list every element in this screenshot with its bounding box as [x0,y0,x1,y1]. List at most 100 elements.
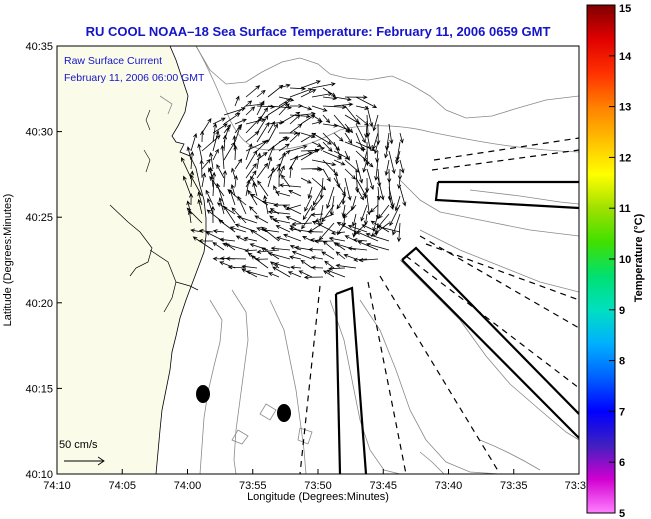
current-vector-arrow [355,159,364,184]
current-vector-arrow [311,195,324,212]
current-vector-arrow [233,144,238,161]
colorbar-tick-label: 15 [619,3,631,15]
current-vector-arrow [363,150,368,162]
current-vector-arrow [181,156,192,179]
current-vector-arrow [311,132,332,145]
current-vector-arrow [211,171,217,197]
current-vector-arrow [374,159,379,181]
colorbar-tick-label: 6 [619,457,625,469]
current-vector-arrow [291,250,313,260]
current-vector-arrow [344,168,356,180]
x-tick-label: 73:35 [500,480,528,492]
current-vector-arrow [241,264,258,269]
current-vector-arrow [212,229,225,234]
colorbar-tick-label: 11 [619,203,631,215]
current-vector-arrow [237,195,247,215]
current-vector-arrow [322,270,335,278]
current-vector-arrow [378,204,390,219]
current-vector-arrow [333,96,352,102]
current-vector-arrow [231,167,236,179]
current-vector-arrow [283,233,302,242]
current-vector-arrow [245,118,266,125]
colorbar-tick-label: 8 [619,356,625,368]
current-vector-arrow [236,215,258,224]
current-vector-arrow [218,219,236,233]
y-tick-label: 40:35 [25,41,53,53]
current-vector-arrow [397,177,402,190]
current-vector-arrow [222,169,228,188]
current-vector-arrow [278,143,290,152]
current-vector-arrow [361,224,379,233]
current-vector-arrow [347,224,368,233]
current-vector-arrow [212,122,218,143]
current-vector-arrow [343,253,357,260]
current-vector-arrow [256,162,269,179]
current-vector-arrow [355,96,378,109]
current-vector-arrow [311,167,324,172]
current-vector-arrow [322,87,337,97]
x-tick-label: 74:10 [43,480,71,492]
x-tick-label: 73:55 [239,480,267,492]
current-vector-arrow [288,165,293,179]
current-vector-arrow [206,197,214,215]
current-vector-arrow [205,189,214,206]
current-vector-arrow [289,103,303,108]
current-vector-arrow [303,275,324,280]
current-vector-arrow [302,235,313,242]
colorbar-tick-label: 13 [619,102,631,114]
colorbar-ticks: 15 14 13 12 11 10 9 8 7 6 5 [609,3,632,519]
current-vector-arrow [278,83,291,89]
current-vector-arrow [188,192,194,206]
current-vector-arrow [310,212,324,217]
current-vector-arrow [282,205,302,215]
current-vector-arrow [245,270,269,278]
current-vector-arrow [250,255,269,269]
current-vector-arrow [355,231,379,242]
current-vector-arrow [336,222,357,233]
current-vector-arrow [321,204,335,223]
x-tick-label: 73:3 [565,480,586,492]
current-vector-arrow [370,222,390,237]
current-vector-arrow [267,105,293,110]
current-vector-arrow [311,82,336,89]
current-vector-arrow [201,172,206,188]
current-vector-arrow [267,156,273,170]
x-tick-label: 73:50 [304,480,332,492]
colorbar-tick-label: 12 [619,152,631,164]
current-vector-arrow [399,159,405,174]
current-vector-arrow [208,166,214,188]
current-vector-arrow [267,210,291,215]
current-vector-arrow [201,158,211,170]
current-vector-arrow [289,114,301,125]
y-axis-ticks: 40:35 40:30 40:25 40:20 40:15 40:10 [25,41,62,481]
colorbar-tick-label: 9 [619,305,625,317]
current-vector-arrow [373,141,379,155]
current-vector-arrow [311,221,335,233]
current-vector-arrow [278,137,290,143]
current-vector-arrow [289,88,313,98]
x-axis-ticks: 74:10 74:05 74:00 73:55 73:50 73:45 73:40 73:35… [43,469,586,492]
current-vector-arrow [357,240,379,251]
inlet-outline [109,204,199,313]
current-vector-arrow [399,132,404,144]
current-vector-arrow [289,131,301,143]
y-tick-label: 40:20 [25,298,53,310]
current-vector-arrow [198,228,214,234]
current-vector-arrow [245,106,256,116]
current-vector-arrow [263,194,269,215]
current-vector-arrow [372,114,379,132]
current-vector-arrow [362,159,368,173]
current-vector-arrow [311,146,326,152]
current-vector-arrow [276,236,291,242]
current-vector-arrow [267,167,275,188]
current-vector-arrow [358,258,379,263]
current-vector-arrow [273,203,291,208]
current-vector-arrow [225,256,247,261]
bathymetry-contours [159,46,579,474]
current-vector-arrow [336,195,346,210]
colorbar-tick-label: 7 [619,406,625,418]
current-vector-arrow [334,242,357,251]
current-vector-arrow [229,226,247,233]
current-vector-arrow [289,145,308,152]
current-vector-arrow [186,146,192,161]
